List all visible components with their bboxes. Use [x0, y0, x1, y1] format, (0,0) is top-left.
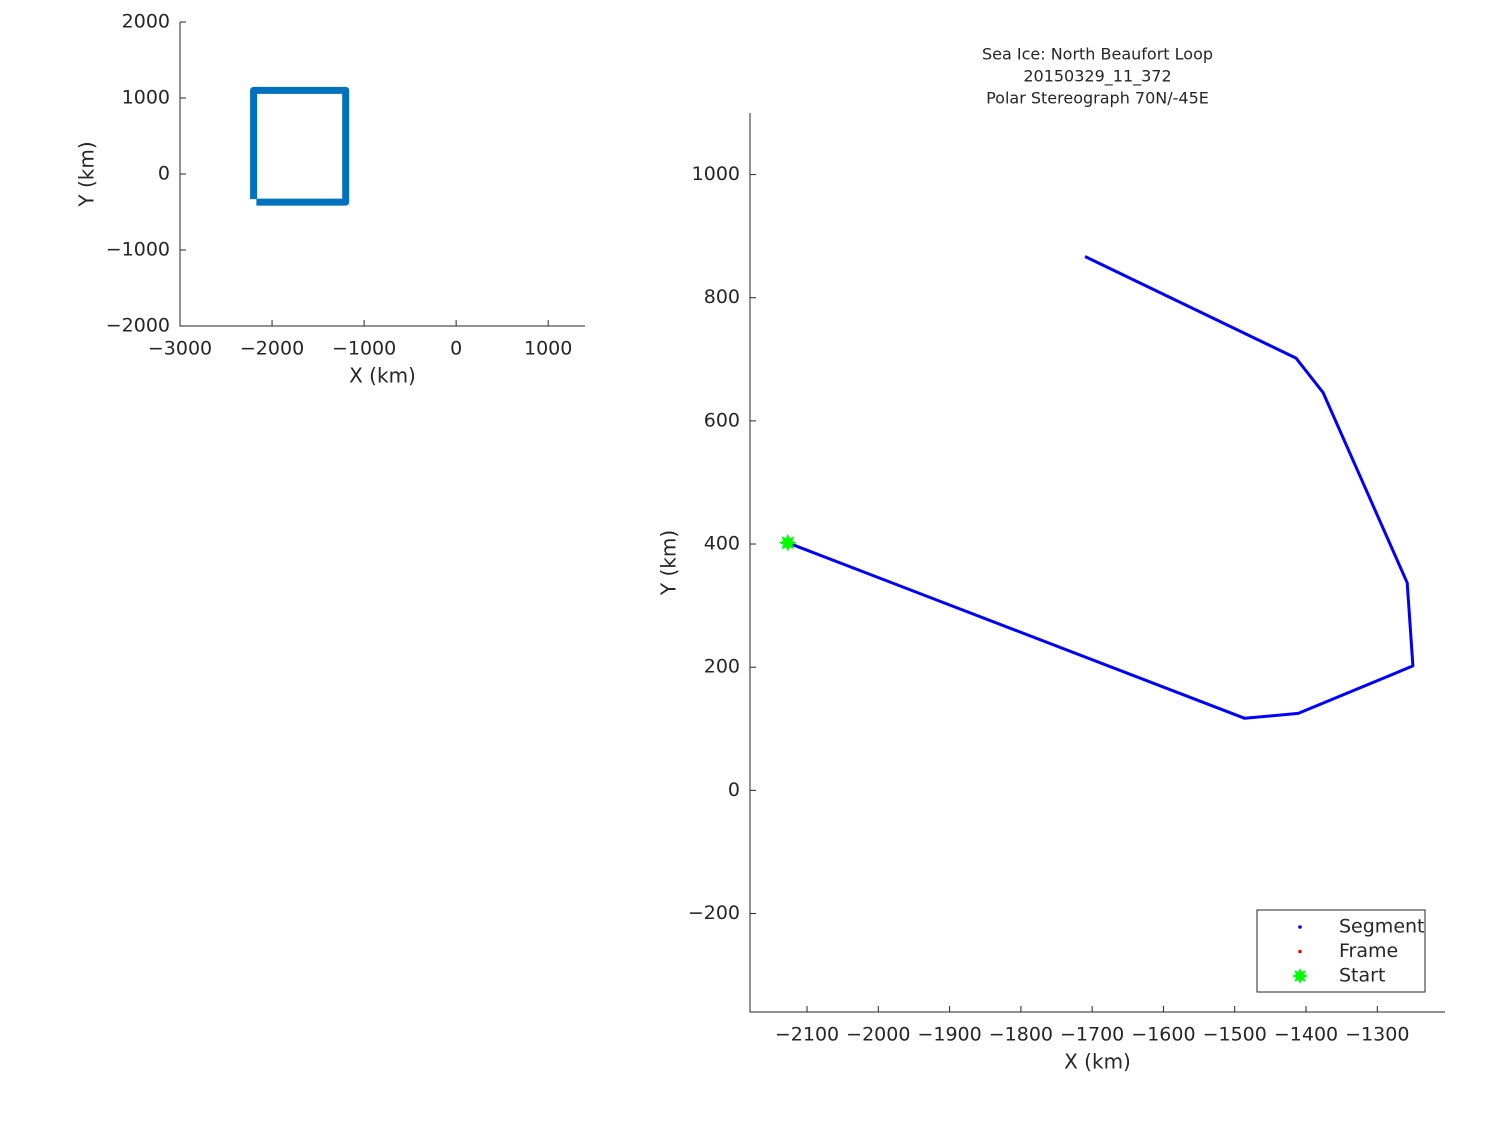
- x-tick-label: −1500: [1203, 1024, 1267, 1046]
- legend-marker: [1298, 949, 1302, 954]
- legend-marker: [1298, 925, 1302, 929]
- y-axis-label: Y (km): [657, 530, 681, 596]
- x-tick-label: −3000: [148, 338, 212, 360]
- x-tick-label: −1400: [1274, 1024, 1338, 1046]
- x-tick-label: 1000: [524, 338, 572, 360]
- x-tick-label: −1700: [1060, 1024, 1124, 1046]
- x-axis-label: X (km): [1064, 1050, 1131, 1074]
- legend-label: Segment: [1339, 916, 1425, 938]
- y-tick-label: 0: [728, 779, 740, 801]
- y-axis-label: Y (km): [75, 141, 99, 207]
- x-tick-label: −1300: [1345, 1024, 1409, 1046]
- axes: [179, 22, 585, 327]
- x-axis-label: X (km): [349, 364, 416, 388]
- x-tick-label: −2000: [846, 1024, 910, 1046]
- x-tick-label: −2100: [775, 1024, 839, 1046]
- y-tick-label: 0: [158, 163, 170, 185]
- x-tick-label: 0: [450, 338, 462, 360]
- y-tick-label: 1000: [122, 87, 170, 109]
- track-line: [787, 255, 1415, 720]
- x-tick-label: −1000: [332, 338, 396, 360]
- y-tick-label: 200: [704, 656, 740, 678]
- x-tick-label: −1800: [989, 1024, 1053, 1046]
- y-tick-label: −1000: [106, 239, 170, 261]
- y-tick-label: −2000: [106, 315, 170, 337]
- chart-title: 20150329_11_372: [1023, 67, 1171, 87]
- y-tick-label: 600: [704, 409, 740, 431]
- x-tick-label: −2000: [240, 338, 304, 360]
- chart-title: Sea Ice: North Beaufort Loop: [982, 45, 1213, 64]
- y-tick-label: −200: [688, 902, 740, 924]
- legend-label: Frame: [1339, 940, 1398, 962]
- track-line: [250, 86, 350, 206]
- start-marker: [778, 533, 797, 552]
- y-tick-label: 2000: [122, 11, 170, 33]
- y-tick-label: 400: [704, 533, 740, 555]
- y-tick-label: 800: [704, 286, 740, 308]
- y-tick-label: 1000: [692, 163, 740, 185]
- x-tick-label: −1900: [917, 1024, 981, 1046]
- axes: [749, 113, 1445, 1013]
- chart-title: Polar Stereograph 70N/-45E: [986, 89, 1209, 108]
- legend-marker: [1292, 968, 1308, 984]
- legend-box: [1256, 909, 1426, 993]
- x-tick-label: −1600: [1131, 1024, 1195, 1046]
- legend-label: Start: [1339, 965, 1385, 987]
